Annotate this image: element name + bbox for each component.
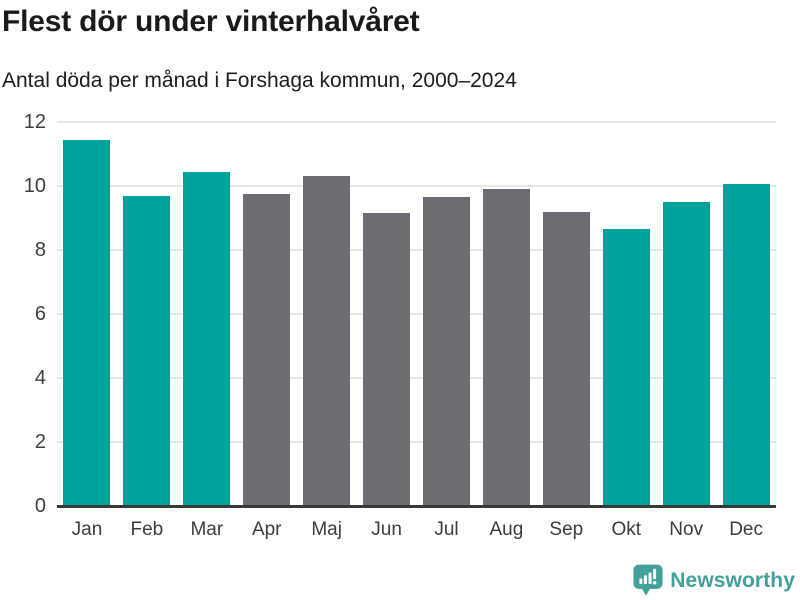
y-tick-label-0: 0 [34, 495, 46, 517]
gridline-12 [57, 121, 776, 123]
x-tick-label-sep: Sep [549, 519, 584, 540]
bar-slot-nov [656, 122, 716, 506]
chart-title: Flest dör under vinterhalvåret [2, 5, 420, 38]
y-tick-label-10: 10 [23, 175, 46, 197]
bar-slot-dec [716, 122, 776, 506]
gridline-8 [57, 249, 776, 251]
y-tick-label-12: 12 [23, 111, 46, 133]
bar-slot-okt [596, 122, 656, 506]
bar-okt [602, 229, 650, 506]
bar-slot-maj [297, 122, 357, 506]
bar-dec [722, 184, 770, 506]
y-tick-label-8: 8 [34, 239, 46, 261]
bar-slot-mar [177, 122, 237, 506]
brand-footer: Newsworthy [633, 564, 795, 597]
x-tick-label-apr: Apr [251, 519, 282, 540]
bar-maj [303, 176, 351, 506]
gridline-2 [57, 441, 776, 443]
bar-slot-aug [476, 122, 536, 506]
x-tick-label-feb: Feb [130, 519, 164, 540]
gridline-4 [57, 377, 776, 379]
bar-slot-jun [357, 122, 417, 506]
bar-jul [422, 197, 470, 506]
x-axis-line [57, 505, 776, 508]
newsworthy-chart-bubble-icon [633, 564, 663, 596]
bar-mar [183, 171, 231, 506]
x-tick-label-dec: Dec [729, 519, 763, 540]
x-tick-label-mar: Mar [190, 519, 224, 540]
x-tick-label-jul: Jul [434, 519, 459, 540]
x-tick-label-jun: Jun [371, 519, 402, 540]
gridline-10 [57, 185, 776, 187]
x-tick-label-okt: Okt [611, 519, 642, 540]
gridline-6 [57, 313, 776, 315]
x-tick-label-aug: Aug [489, 519, 524, 540]
bar-slot-feb [117, 122, 177, 506]
y-tick-label-4: 4 [34, 367, 46, 389]
bar-jan [63, 139, 111, 506]
bar-slot-apr [237, 122, 297, 506]
x-axis: Jan Feb Mar Apr Maj Jun Jul Aug Sep Okt Nov Dec [57, 519, 776, 541]
bar-nov [662, 202, 710, 506]
y-tick-label-6: 6 [34, 303, 46, 325]
y-axis: 0 2 4 6 8 10 12 [0, 112, 46, 516]
brand-name: Newsworthy [670, 568, 795, 592]
x-tick-label-jan: Jan [71, 519, 103, 540]
y-tick-label-2: 2 [34, 431, 46, 453]
bar-jun [363, 213, 411, 506]
bar-sep [542, 211, 590, 506]
x-tick-label-maj: Maj [311, 519, 342, 540]
x-tick-label-nov: Nov [669, 519, 704, 540]
bar-slot-jul [417, 122, 477, 506]
bar-series [57, 122, 776, 506]
plot-area [57, 121, 776, 508]
bar-slot-sep [536, 122, 596, 506]
bar-apr [243, 194, 291, 506]
bar-feb [123, 195, 171, 506]
bar-aug [482, 189, 530, 506]
bar-slot-jan [57, 122, 117, 506]
chart-subtitle: Antal döda per månad i Forshaga kommun, … [2, 69, 517, 92]
